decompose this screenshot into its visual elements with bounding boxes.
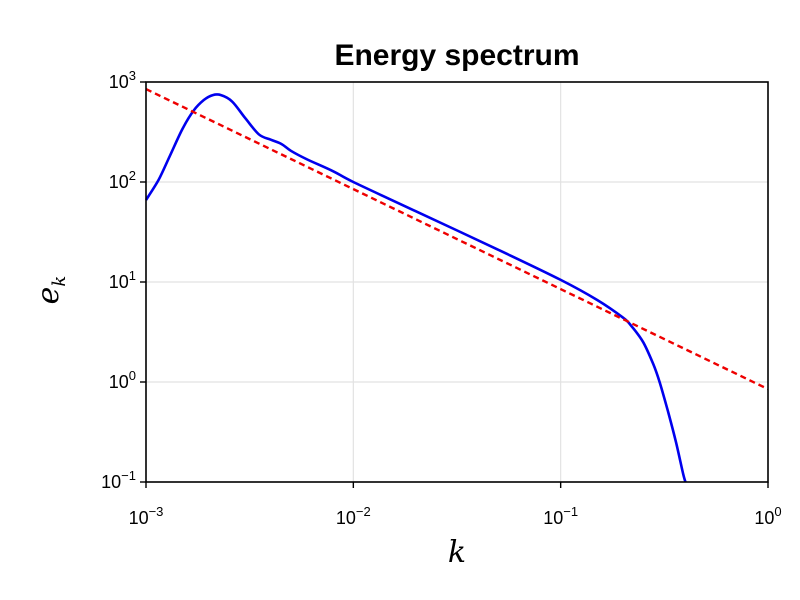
spectrum-line [144, 93, 687, 483]
y-tick-label: 10−1 [101, 468, 136, 492]
grid-lines [146, 82, 768, 482]
plot-series [144, 88, 769, 483]
y-axis-label: ek [31, 276, 70, 305]
chart-title: Energy spectrum [334, 39, 579, 72]
x-tick-label: 10−3 [129, 504, 164, 528]
svg-text:ek: ek [31, 276, 70, 305]
y-axis-label-subscript: k [49, 276, 70, 287]
y-tick-label: 101 [109, 268, 136, 292]
y-tick-label: 102 [109, 168, 136, 192]
y-tick-label: 103 [109, 68, 136, 92]
y-tick-label: 100 [109, 368, 136, 392]
x-tick-label: 100 [754, 504, 781, 528]
x-tick-label: 10−2 [336, 504, 371, 528]
axis-ticks: 10−3 10−2 10−1 100 10−1 100 101 102 103 [101, 68, 781, 528]
x-tick-label: 10−1 [543, 504, 578, 528]
x-axis-label: k [448, 535, 466, 570]
reference-line-dashed [145, 88, 769, 391]
y-axis-label-base: e [31, 287, 66, 305]
